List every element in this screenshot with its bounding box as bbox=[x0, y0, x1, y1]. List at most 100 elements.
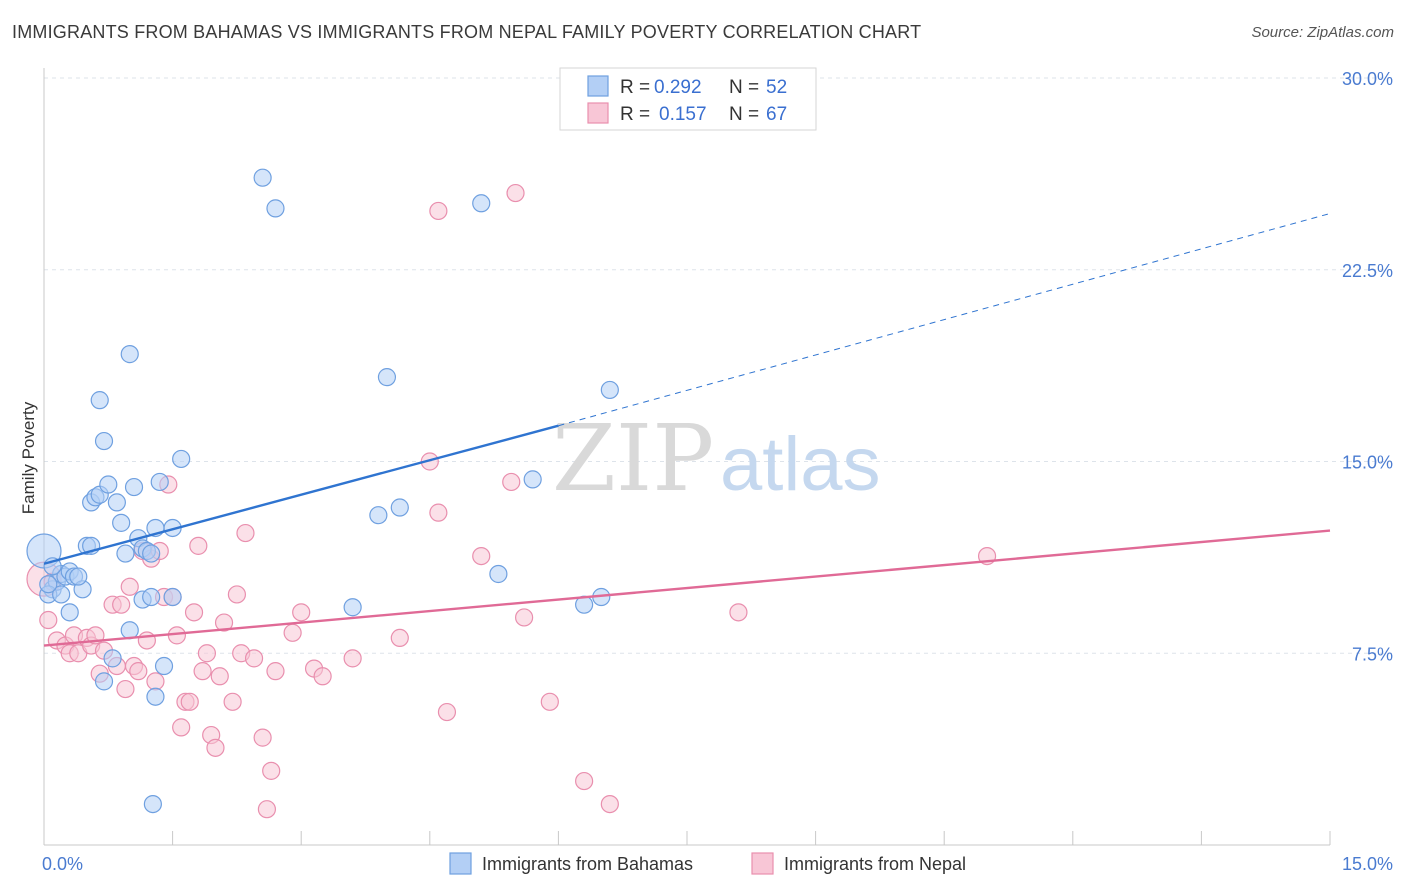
nepal-point-23 bbox=[146, 672, 165, 691]
bahamas-trend-extension bbox=[558, 213, 1331, 427]
nepal-point-33 bbox=[189, 536, 208, 555]
axes bbox=[43, 68, 1331, 846]
y-tick-label-1: 15.0% bbox=[1342, 453, 1393, 473]
nepal-point-37 bbox=[206, 738, 225, 757]
bahamas-point-28 bbox=[150, 472, 169, 492]
nepal-point-63 bbox=[575, 771, 594, 791]
bahamas-trend-line bbox=[43, 424, 559, 565]
nepal-point-62 bbox=[540, 692, 559, 711]
bahamas-point-34 bbox=[154, 656, 174, 676]
bahamas-point-41 bbox=[69, 567, 88, 586]
nepal-point-15 bbox=[112, 595, 131, 614]
legend-bottom-bahamas-swatch bbox=[449, 852, 472, 875]
bahamas-point-19 bbox=[107, 493, 126, 512]
nepal-point-16 bbox=[116, 679, 135, 699]
legend-bahamas-r-value: 0.292 bbox=[654, 77, 702, 98]
bahamas-point-33 bbox=[94, 672, 114, 691]
bahamas-point-47 bbox=[472, 194, 491, 213]
nepal-point-58 bbox=[437, 702, 457, 722]
nepal-point-31 bbox=[180, 692, 199, 711]
bahamas-point-16 bbox=[90, 391, 109, 410]
bahamas-point-22 bbox=[124, 477, 144, 497]
nepal-point-59 bbox=[472, 546, 491, 566]
nepal-point-53 bbox=[343, 649, 362, 668]
bahamas-point-49 bbox=[369, 506, 388, 525]
legend-bottom-bahamas-label: Immigrants from Bahamas bbox=[482, 854, 693, 874]
bahamas-point-52 bbox=[600, 380, 619, 400]
bahamas-point-32 bbox=[103, 649, 122, 668]
nepal-point-1 bbox=[39, 610, 58, 630]
nepal-point-29 bbox=[172, 718, 191, 737]
bahamas-point-55 bbox=[343, 598, 362, 617]
y-tick-label-2: 22.5% bbox=[1342, 261, 1393, 281]
legend-bottom-nepal-label: Immigrants from Nepal bbox=[784, 854, 966, 874]
bahamas-point-37 bbox=[142, 587, 161, 607]
bahamas-point-43 bbox=[143, 794, 162, 814]
nepal-point-55 bbox=[429, 201, 448, 221]
nepal-point-67 bbox=[506, 183, 525, 203]
bahamas-point-26 bbox=[142, 544, 161, 563]
nepal-point-39 bbox=[214, 613, 234, 632]
nepal-point-52 bbox=[313, 667, 332, 686]
bahamas-point-51 bbox=[523, 470, 542, 489]
nepal-point-50 bbox=[292, 603, 311, 622]
bahamas-point-8 bbox=[52, 585, 71, 604]
nepal-point-32 bbox=[184, 603, 204, 622]
nepal-point-43 bbox=[236, 523, 255, 543]
nepal-point-46 bbox=[257, 800, 277, 819]
legend-nepal-n-label: N = bbox=[729, 104, 759, 125]
bahamas-point-35 bbox=[146, 687, 165, 706]
bahamas-point-45 bbox=[266, 199, 285, 218]
y-tick-label-3: 30.0% bbox=[1342, 69, 1393, 89]
nepal-point-40 bbox=[223, 692, 242, 711]
nepal-point-48 bbox=[266, 662, 285, 681]
legend-bahamas-n-label: N = bbox=[729, 77, 759, 98]
watermark-zip: ZIP bbox=[552, 405, 714, 512]
nepal-point-45 bbox=[253, 728, 272, 747]
y-tick-labels: 7.5% 15.0% 22.5% 30.0% bbox=[1342, 69, 1393, 664]
nepal-point-38 bbox=[210, 667, 229, 686]
legend-bahamas-r-label: R = bbox=[620, 77, 650, 98]
nepal-point-65 bbox=[729, 603, 748, 622]
chart-title: IMMIGRANTS FROM BAHAMAS VS IMMIGRANTS FR… bbox=[12, 22, 922, 42]
legend-bottom-nepal-swatch bbox=[751, 852, 774, 875]
x-tick-label-max: 15.0% bbox=[1342, 854, 1393, 874]
bahamas-point-50 bbox=[489, 564, 508, 584]
bahamas-point-39 bbox=[39, 575, 58, 594]
nepal-point-41 bbox=[227, 585, 246, 604]
nepal-point-54 bbox=[390, 628, 409, 648]
bahamas-point-17 bbox=[94, 431, 114, 451]
nepal-point-47 bbox=[262, 761, 281, 780]
legend-bahamas-swatch bbox=[587, 75, 609, 97]
source-credit: Source: ZipAtlas.com bbox=[1251, 24, 1394, 41]
bahamas-point-38 bbox=[163, 587, 182, 607]
legend-nepal-n-value: 67 bbox=[766, 104, 787, 125]
legend-nepal-r-label: R = bbox=[620, 104, 650, 125]
nepal-point-60 bbox=[502, 472, 521, 492]
nepal-point-64 bbox=[600, 794, 619, 814]
bahamas-point-10 bbox=[60, 603, 79, 622]
nepal-point-19 bbox=[129, 662, 148, 681]
bahamas-point-21 bbox=[116, 544, 135, 563]
legend-series: Immigrants from Bahamas Immigrants from … bbox=[449, 852, 966, 875]
nepal-point-17 bbox=[120, 577, 139, 596]
nepal-point-35 bbox=[197, 644, 216, 663]
legend-stats: R = 0.292 N = 52 R = 0.157 N = 67 bbox=[559, 67, 817, 131]
legend-nepal-swatch bbox=[587, 102, 609, 124]
bahamas-point-20 bbox=[112, 513, 131, 532]
legend-nepal-r-value: 0.157 bbox=[659, 104, 707, 125]
grid-lines bbox=[44, 77, 1395, 654]
nepal-trend-line bbox=[43, 529, 1331, 647]
nepal-point-34 bbox=[193, 662, 212, 681]
trend-lines bbox=[43, 213, 1331, 647]
y-tick-label-0: 7.5% bbox=[1352, 644, 1393, 664]
series-bahamas-points bbox=[26, 168, 619, 814]
nepal-point-49 bbox=[283, 623, 302, 642]
bahamas-point-30 bbox=[172, 449, 191, 469]
series-nepal-points bbox=[26, 183, 997, 819]
nepal-point-61 bbox=[515, 608, 534, 627]
bahamas-point-46 bbox=[377, 368, 397, 387]
watermark-atlas: atlas bbox=[720, 422, 881, 507]
bahamas-point-44 bbox=[253, 168, 272, 187]
